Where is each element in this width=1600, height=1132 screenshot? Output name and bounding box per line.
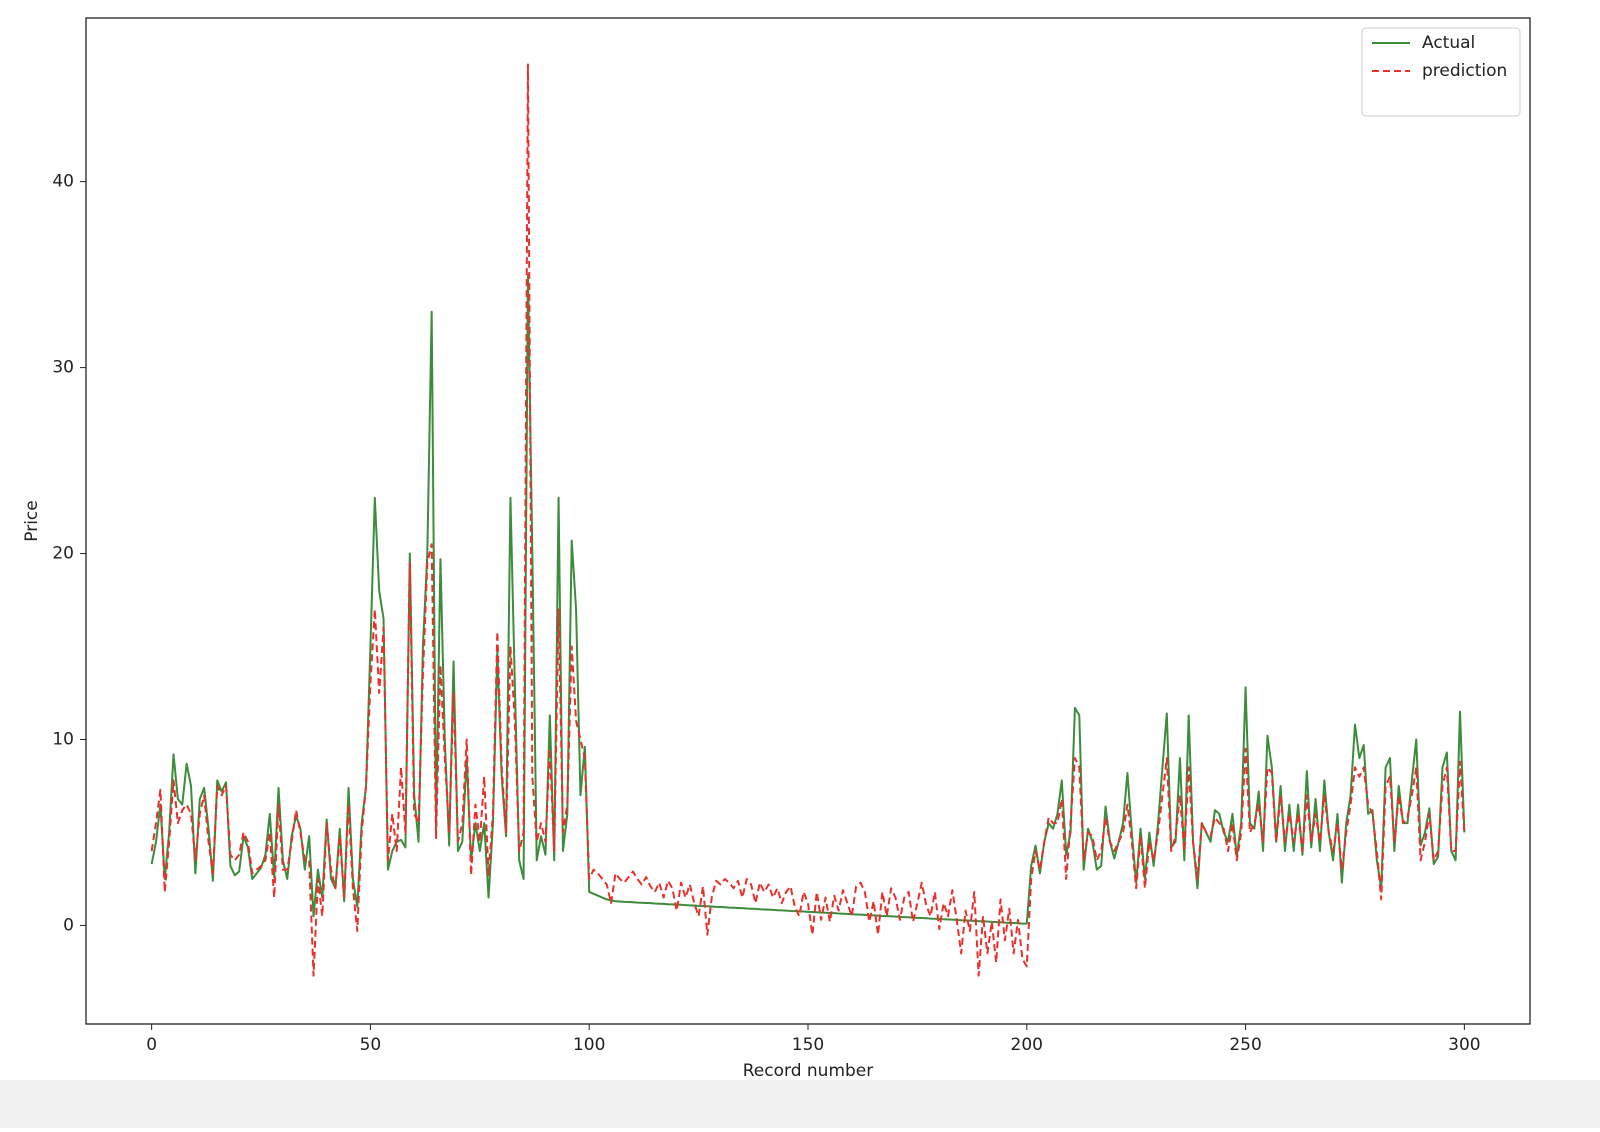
y-tick-label: 10 [52, 729, 74, 749]
x-tick-label: 200 [1011, 1035, 1043, 1055]
legend-label: prediction [1422, 61, 1507, 81]
y-tick-label: 20 [52, 544, 74, 564]
x-tick-label: 300 [1448, 1035, 1480, 1055]
x-tick-label: 150 [792, 1035, 824, 1055]
legend-label: Actual [1422, 33, 1475, 53]
x-tick-label: 0 [146, 1035, 157, 1055]
x-tick-label: 250 [1229, 1035, 1261, 1055]
x-tick-label: 50 [360, 1035, 382, 1055]
window-footer [0, 1080, 1600, 1128]
y-tick-label: 0 [63, 915, 74, 935]
y-tick-label: 30 [52, 358, 74, 378]
y-tick-label: 40 [52, 172, 74, 192]
legend-box [1361, 27, 1521, 117]
y-axis-label: Price [22, 500, 42, 541]
x-tick-label: 100 [573, 1035, 605, 1055]
series-line [150, 63, 1466, 977]
plot-area [85, 17, 1531, 1025]
series-line [150, 273, 1466, 925]
x-axis-label: Record number [743, 1061, 874, 1081]
